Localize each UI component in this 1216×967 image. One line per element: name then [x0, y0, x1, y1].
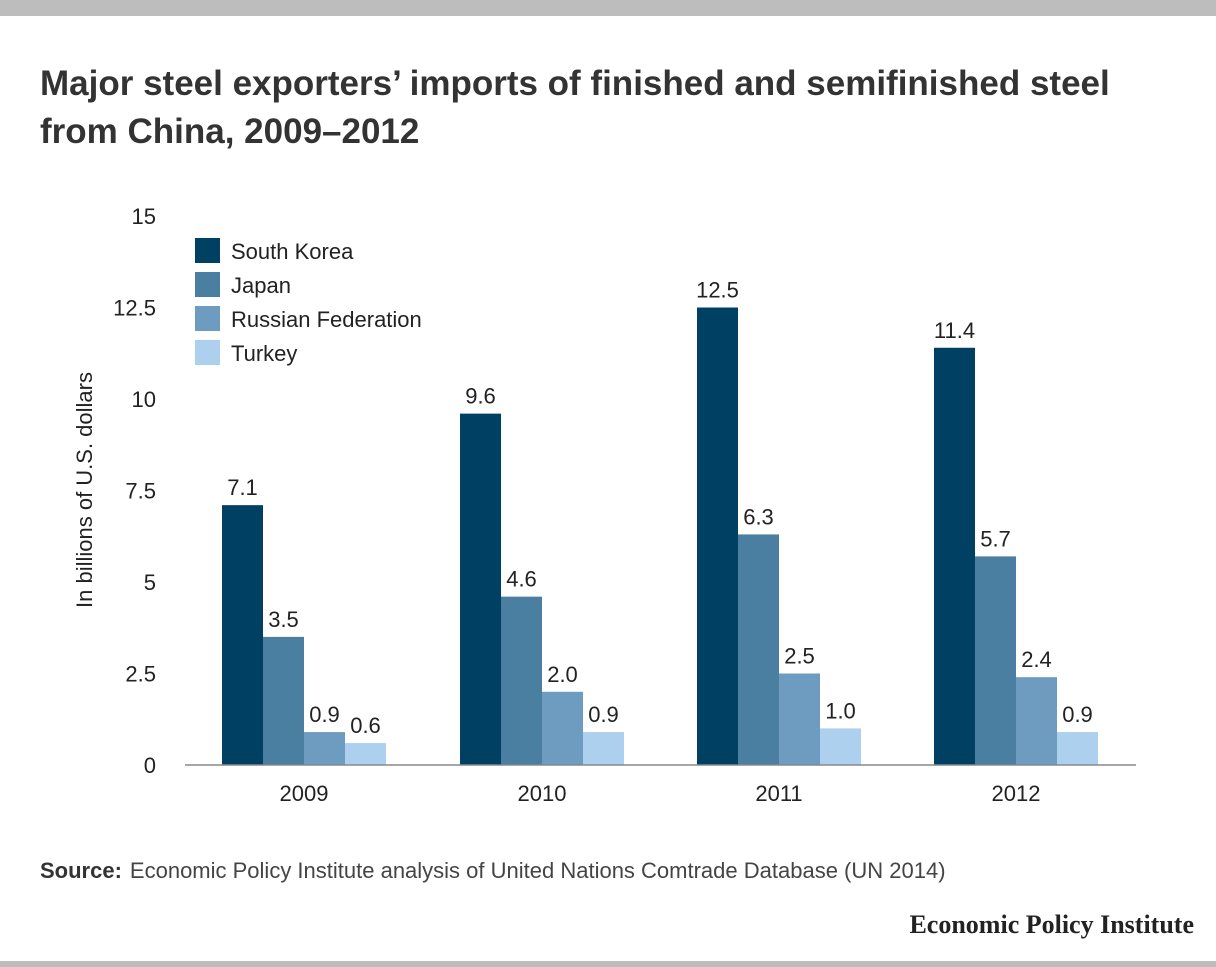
bar-japan-2012: [975, 556, 1016, 765]
data-label: 4.6: [506, 567, 537, 592]
source-text: Economic Policy Institute analysis of Un…: [129, 858, 946, 883]
bar-south-korea-2011: [697, 307, 738, 765]
bar-japan-2010: [501, 596, 542, 765]
x-tick-label: 2011: [755, 781, 802, 806]
bar-russian-federation-2009: [304, 732, 345, 765]
bar-south-korea-2009: [222, 505, 263, 765]
legend-swatch: [195, 272, 220, 297]
source-label: Source:: [40, 858, 122, 883]
data-label: 2.4: [1021, 647, 1052, 672]
bar-turkey-2010: [583, 732, 624, 765]
source-note: Source: Economic Policy Institute analysi…: [40, 858, 946, 884]
data-label: 3.5: [268, 607, 299, 632]
legend-swatch: [195, 340, 220, 365]
data-label: 9.6: [465, 384, 496, 409]
bar-russian-federation-2010: [542, 691, 583, 765]
legend-label: Japan: [231, 273, 291, 298]
brand-wordmark: Economic Policy Institute: [909, 910, 1194, 939]
y-tick-label: 0: [144, 753, 156, 778]
y-tick-label: 5: [144, 570, 156, 595]
x-tick-label: 2009: [280, 781, 329, 806]
data-label: 7.1: [227, 475, 258, 500]
bar-japan-2009: [263, 636, 304, 765]
legend-label: Turkey: [231, 341, 297, 366]
bottom-border: [0, 961, 1216, 967]
y-tick-label: 2.5: [125, 662, 156, 687]
data-label: 0.6: [350, 713, 381, 738]
y-tick-label: 10: [132, 387, 156, 412]
y-tick-label: 7.5: [125, 479, 156, 504]
x-tick-label: 2012: [992, 781, 1041, 806]
data-label: 0.9: [1062, 702, 1093, 727]
data-label: 1.0: [825, 698, 856, 723]
bar-russian-federation-2012: [1016, 677, 1057, 765]
y-axis-title: In billions of U.S. dollars: [72, 372, 97, 608]
y-tick-label: 15: [132, 204, 156, 229]
data-label: 11.4: [934, 318, 975, 343]
x-tick-label: 2010: [518, 781, 567, 806]
bar-japan-2011: [738, 534, 779, 765]
y-tick-label: 12.5: [113, 296, 156, 321]
bar-russian-federation-2011: [779, 673, 820, 765]
data-label: 2.5: [784, 644, 815, 669]
data-label: 0.9: [588, 702, 619, 727]
bar-turkey-2012: [1057, 732, 1098, 765]
data-label: 5.7: [980, 526, 1011, 551]
legend-swatch: [195, 238, 220, 263]
bar-turkey-2009: [345, 743, 386, 765]
bar-south-korea-2012: [934, 347, 975, 765]
bar-turkey-2011: [820, 728, 861, 765]
data-label: 2.0: [547, 662, 578, 687]
data-label: 0.9: [309, 702, 340, 727]
data-label: 6.3: [743, 504, 774, 529]
chart-title: Major steel exporters’ imports of finish…: [40, 64, 1110, 151]
data-label: 12.5: [696, 278, 739, 303]
legend-label: South Korea: [231, 239, 354, 264]
legend-swatch: [195, 306, 220, 331]
top-border: [0, 0, 1216, 16]
bar-south-korea-2010: [460, 413, 501, 765]
legend-label: Russian Federation: [231, 307, 422, 332]
